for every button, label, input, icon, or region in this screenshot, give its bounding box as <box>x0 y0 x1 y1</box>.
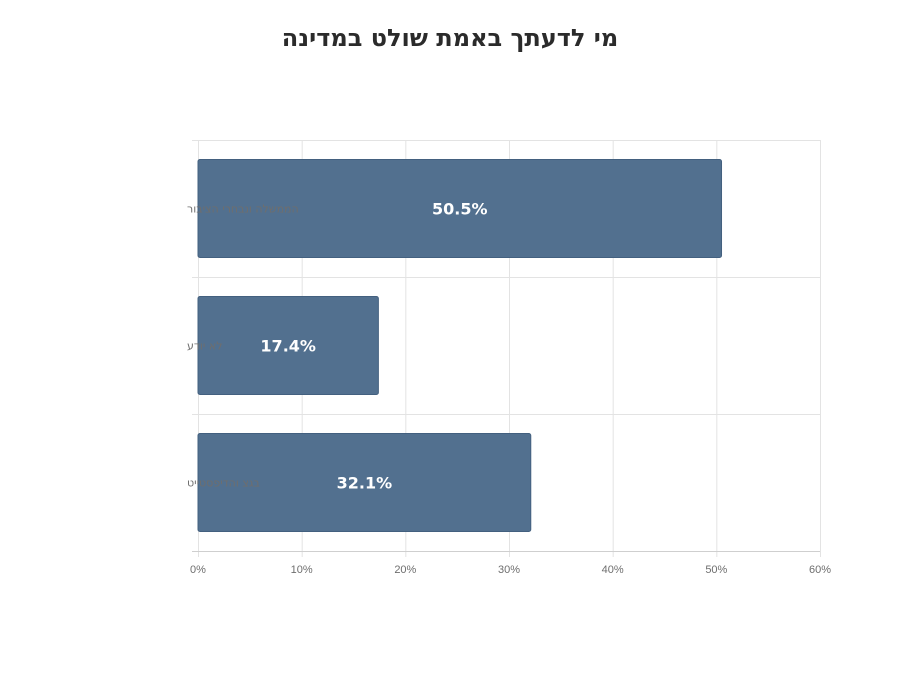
bar <box>197 159 723 258</box>
category-label: בגצ והדיפסטייט <box>187 477 260 490</box>
labels: 0% 10% 20% 30% 40% 50% 60% 50.5% הממשלה ונבחרי ה… <box>187 200 831 577</box>
category-label: לא יודע <box>187 340 222 353</box>
x-tick-label: 20% <box>394 564 416 576</box>
x-tick-label: 0% <box>190 564 206 576</box>
bar <box>197 433 532 532</box>
chart-title: מי לדעתך באמת שולט במדינה <box>281 24 619 52</box>
x-tick-label: 30% <box>498 564 520 576</box>
x-tick-label: 50% <box>705 564 727 576</box>
bar-value-label: 50.5% <box>432 200 488 219</box>
bar <box>197 296 379 395</box>
x-tick-label: 40% <box>602 564 624 576</box>
x-tick-label: 60% <box>809 564 831 576</box>
category-label: הממשלה ונבחרי הציבור <box>187 203 299 216</box>
bar-value-label: 32.1% <box>337 474 393 493</box>
x-tick-label: 10% <box>291 564 313 576</box>
bar-value-label: 17.4% <box>260 337 316 356</box>
bars <box>197 159 723 532</box>
